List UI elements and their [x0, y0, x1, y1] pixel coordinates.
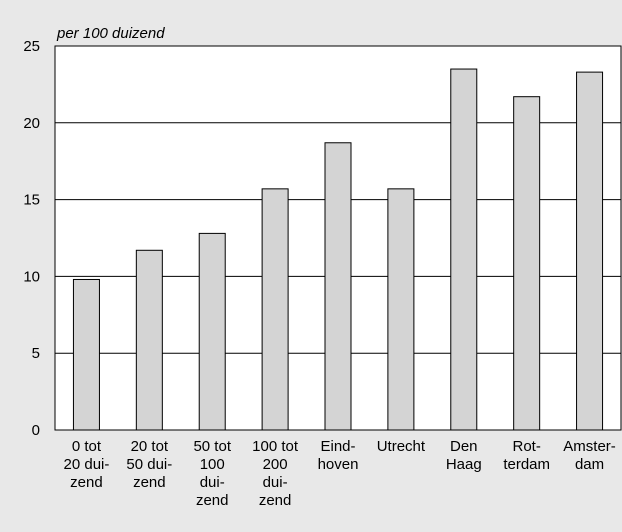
x-tick-label: 50 tot 100 dui-zend	[193, 438, 231, 509]
x-tick-label-line: dam	[575, 456, 604, 473]
x-tick-label: Utrecht	[377, 438, 426, 455]
x-tick-label: Rot-terdam	[503, 438, 550, 473]
x-tick-label-line: Amster-	[563, 438, 616, 455]
bar	[261, 188, 289, 431]
bar	[450, 68, 478, 431]
x-tick-label: 20 tot 50 dui-zend	[126, 438, 172, 491]
x-tick-label: Den Haag	[446, 438, 482, 473]
x-tick-label-line: Rot-	[512, 438, 540, 455]
x-tick-label-line: hoven	[318, 456, 359, 473]
y-tick-label: 5	[32, 345, 40, 362]
x-tick-label-line: Utrecht	[377, 438, 426, 455]
y-tick-label: 0	[32, 422, 40, 439]
x-tick-label-line: 20 dui-	[64, 456, 110, 473]
y-tick-label: 20	[23, 115, 40, 132]
y-axis-label: per 100 duizend	[56, 25, 165, 42]
bar	[198, 232, 226, 431]
x-tick-label-line: 100	[200, 456, 225, 473]
x-tick-label-line: Haag	[446, 456, 482, 473]
bar	[324, 142, 352, 431]
x-tick-label-line: 0 tot	[72, 438, 102, 455]
bar	[513, 96, 541, 431]
x-tick-label: Eind-hoven	[318, 438, 359, 473]
x-tick-label-line: dui-	[200, 474, 225, 491]
y-tick-label: 15	[23, 192, 40, 209]
x-tick-label-line: zend	[133, 474, 166, 491]
x-tick-label-line: zend	[196, 492, 229, 509]
x-tick-label-line: 50 dui-	[126, 456, 172, 473]
x-tick-label-line: 20 tot	[131, 438, 169, 455]
bar	[387, 188, 415, 431]
x-tick-label-line: dui-	[263, 474, 288, 491]
x-tick-label-line: terdam	[503, 456, 550, 473]
bar	[72, 278, 100, 431]
x-tick-label-line: Eind-	[320, 438, 355, 455]
x-tick-label-line: zend	[259, 492, 292, 509]
x-tick-label-line: Den	[450, 438, 478, 455]
plot-border	[54, 45, 622, 431]
x-tick-label: 100 tot 200 dui-zend	[252, 438, 299, 509]
x-tick-label: Amster-dam	[563, 438, 616, 473]
x-tick-label-line: zend	[70, 474, 103, 491]
x-tick-label: 0 tot 20 dui-zend	[64, 438, 110, 491]
x-tick-label-line: 100 tot	[252, 438, 299, 455]
y-tick-label: 25	[23, 38, 40, 55]
x-tick-label-line: 200	[263, 456, 288, 473]
bar	[135, 249, 163, 431]
x-tick-label-line: 50 tot	[193, 438, 231, 455]
bar	[576, 71, 604, 431]
y-tick-label: 10	[23, 268, 40, 285]
